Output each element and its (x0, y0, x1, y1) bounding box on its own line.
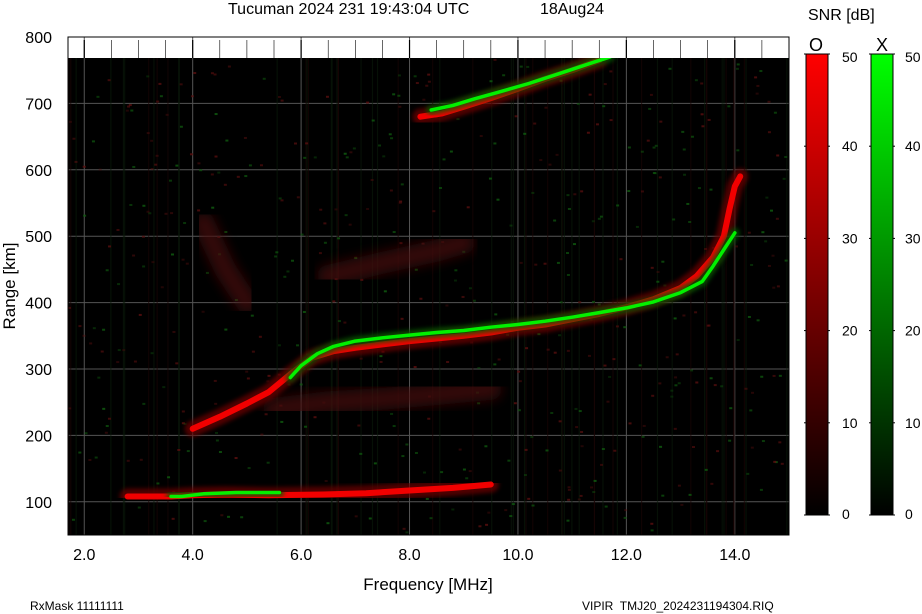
colorbar-o (805, 53, 829, 516)
y-tick-label: 600 (25, 163, 52, 180)
colorbar-x (870, 53, 894, 516)
y-tick-label: 500 (25, 229, 52, 246)
x-tick-label: 4.0 (182, 547, 204, 564)
colorbar-o-label: O (809, 35, 823, 55)
colorbar-tick-label: 10 (842, 415, 858, 431)
x-tick-label: 14.0 (719, 547, 750, 564)
colorbar-tick-label: 0 (842, 506, 850, 522)
colorbar-title: SNR [dB] (808, 7, 875, 24)
y-tick-label: 400 (25, 296, 52, 313)
y-axis-label: Range [km] (0, 243, 19, 330)
colorbar-tick-label: 20 (842, 323, 858, 339)
header-title: Tucuman 2024 231 19:43:04 UTC (228, 1, 469, 18)
colorbar-tick-label: 20 (905, 323, 921, 339)
x-tick-label: 8.0 (398, 547, 420, 564)
noise-texture (68, 58, 788, 535)
y-tick-label: 300 (25, 362, 52, 379)
colorbar-tick-label: 0 (905, 506, 913, 522)
y-tick-label: 200 (25, 428, 52, 445)
filename-label: VIPIR TMJ20_2024231194304.RIQ (582, 599, 774, 613)
colorbar-tick-label: 40 (842, 138, 858, 154)
plot-top-strip (68, 37, 789, 58)
colorbar-tick-label: 30 (905, 230, 921, 246)
colorbar-tick-label: 50 (905, 49, 921, 65)
trace-x-1 (288, 231, 737, 380)
x-tick-label: 6.0 (290, 547, 312, 564)
header-date: 18Aug24 (540, 1, 604, 18)
colorbar-tick-label: 30 (842, 230, 858, 246)
x-tick-label: 12.0 (611, 547, 642, 564)
colorbar-tick-label: 50 (842, 49, 858, 65)
echo-traces (119, 58, 749, 505)
x-axis-label: Frequency [MHz] (363, 575, 492, 594)
trace-x-2 (429, 58, 612, 112)
y-tick-label: 700 (25, 96, 52, 113)
trace-x-0 (169, 490, 282, 499)
y-tick-label: 800 (25, 30, 52, 47)
colorbar-tick-label: 40 (905, 138, 921, 154)
plot-border (67, 36, 790, 536)
x-tick-label: 10.0 (502, 547, 533, 564)
y-tick-label: 100 (25, 495, 52, 512)
x-tick-label: 2.0 (73, 547, 95, 564)
colorbar-x-label: X (876, 35, 888, 55)
axis-ticks: 2.0 4.0 6.0 8.0 10.0 12.0 14.0 100 200 300 400 500 6… (25, 30, 763, 564)
rxmask-label: RxMask 11111111 (30, 599, 124, 613)
colorbar-tick-label: 10 (905, 415, 921, 431)
colorbar-ticks: 0 0 10 10 20 20 30 30 40 40 50 50 (804, 49, 921, 522)
